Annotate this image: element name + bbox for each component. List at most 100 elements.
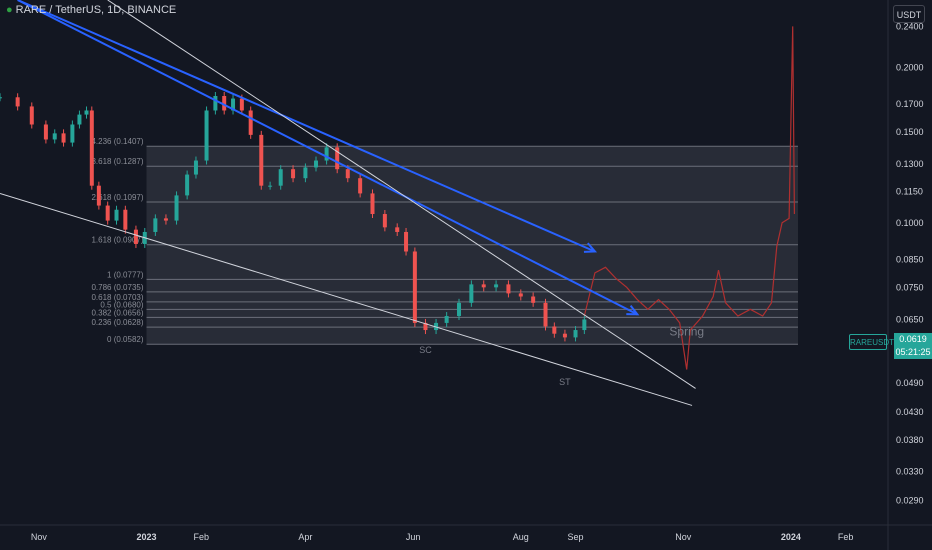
fibonacci-extension[interactable]: 4.236 (0.1407) 3.618 (0.1287) 2.618 (0.109… xyxy=(91,137,798,345)
candle-body xyxy=(248,110,253,135)
candle-body xyxy=(89,110,94,186)
candle-body xyxy=(395,227,400,232)
candle-body xyxy=(412,251,417,323)
price-tick-label: 0.1150 xyxy=(896,186,923,196)
candle-body xyxy=(193,160,198,175)
annotations: SC ST Spring xyxy=(419,325,704,388)
candle-body xyxy=(278,169,283,186)
time-tick-label: Nov xyxy=(31,532,48,542)
candle-body xyxy=(543,302,548,327)
trendlines[interactable] xyxy=(0,0,696,406)
candle-body xyxy=(552,326,557,334)
candle-body xyxy=(303,167,308,179)
fib-level-label: 0.5 (0.0680) xyxy=(100,300,143,309)
bar-countdown: 05:21:25 xyxy=(895,347,931,357)
candle-body xyxy=(174,195,179,221)
fib-level-label: 0.236 (0.0628) xyxy=(91,318,143,327)
candle-body xyxy=(70,124,75,143)
last-price-value: 0.0619 xyxy=(899,334,927,344)
candle-body xyxy=(105,205,110,221)
candle-body xyxy=(382,214,387,228)
candle-body xyxy=(29,106,34,125)
wyckoff-label: Spring xyxy=(669,325,704,339)
fib-level-label: 1.618 (0.0907) xyxy=(91,236,143,245)
candle-body xyxy=(562,333,567,338)
price-tick-label: 0.1700 xyxy=(896,99,924,109)
price-tick-label: 0.1300 xyxy=(896,159,924,169)
time-tick-label: 2024 xyxy=(781,532,801,542)
fib-level-label: 1 (0.0777) xyxy=(107,270,144,279)
candle-body xyxy=(213,95,218,111)
candle-body xyxy=(531,296,536,303)
price-tick-label: 0.0750 xyxy=(896,282,924,292)
candle-body xyxy=(358,178,363,194)
fib-level-label: 0 (0.0582) xyxy=(107,335,144,344)
time-tick-label: Nov xyxy=(675,532,692,542)
symbol-label: RARE / TetherUS, 1D, BINANCE xyxy=(15,4,177,16)
projection-line xyxy=(583,26,795,370)
time-tick-label: Apr xyxy=(298,532,312,542)
candle-body xyxy=(314,160,319,168)
candle-body xyxy=(444,316,449,323)
candle-body xyxy=(163,218,168,221)
candle-body xyxy=(0,97,2,99)
candle-body xyxy=(114,209,119,221)
candle-body xyxy=(324,147,329,161)
fib-range-box xyxy=(146,146,798,345)
fib-level-label: 4.236 (0.1407) xyxy=(91,137,143,146)
candle-body xyxy=(61,133,66,143)
candle-body xyxy=(204,110,209,161)
price-tick-label: 0.2400 xyxy=(896,21,924,31)
fib-level-label: 2.618 (0.1097) xyxy=(91,193,143,202)
candle-body xyxy=(268,185,273,187)
price-tick-label: 0.2000 xyxy=(896,62,924,72)
wyckoff-label: SC xyxy=(419,345,432,355)
candle-body xyxy=(335,147,340,170)
time-axis[interactable]: Nov 2023 Feb Apr Jun Aug Sep Nov 2024 Feb xyxy=(31,532,854,542)
candle-body xyxy=(84,110,89,115)
candle-body xyxy=(457,302,462,317)
candle-body xyxy=(133,229,138,244)
candle-body xyxy=(506,284,511,294)
candle-body xyxy=(345,169,350,179)
time-tick-label: Aug xyxy=(513,532,529,542)
fib-level-label: 0.786 (0.0735) xyxy=(91,283,143,292)
candle-body xyxy=(231,98,236,111)
price-tick-label: 0.0490 xyxy=(896,378,924,388)
candle-body xyxy=(222,95,227,111)
candle-body xyxy=(518,293,523,297)
candle-body xyxy=(259,134,264,186)
price-tick-label: 0.0380 xyxy=(896,435,924,445)
price-tick-label: 0.1500 xyxy=(896,127,924,137)
candle-body xyxy=(573,330,578,338)
candle-body xyxy=(494,284,499,288)
arrow-head xyxy=(626,304,640,316)
candle-body xyxy=(239,98,244,111)
candle-body xyxy=(582,319,587,331)
arrow-head xyxy=(583,242,598,253)
candle-body xyxy=(153,218,158,232)
candle-body xyxy=(43,124,48,140)
fib-level-label: 3.618 (0.1287) xyxy=(91,157,143,166)
chart-title: ● RARE / TetherUS, 1D, BINANCE xyxy=(6,4,176,16)
price-tick-label: 0.0430 xyxy=(896,407,924,417)
price-tick-label: 0.0290 xyxy=(896,496,924,506)
candle-body xyxy=(434,322,439,331)
market-open-icon: ● xyxy=(6,4,13,16)
price-tick-label: 0.0650 xyxy=(896,314,924,324)
candle-body xyxy=(370,193,375,215)
fib-level-label: 0.618 (0.0703) xyxy=(91,293,143,302)
candle-body xyxy=(96,185,101,206)
currency-unit-button[interactable]: USDT xyxy=(893,5,925,23)
candle-body xyxy=(469,284,474,303)
time-tick-label: Feb xyxy=(193,532,209,542)
candle-body xyxy=(423,322,428,331)
blue-trendline xyxy=(17,0,638,316)
white-trendline xyxy=(107,0,696,389)
candle-body xyxy=(15,97,20,107)
price-axis[interactable]: 0.2400 0.2000 0.1700 0.1500 0.1300 0.1150 0.10… xyxy=(896,21,924,505)
price-tick-label: 0.1000 xyxy=(896,218,924,228)
white-trendline xyxy=(0,192,693,406)
